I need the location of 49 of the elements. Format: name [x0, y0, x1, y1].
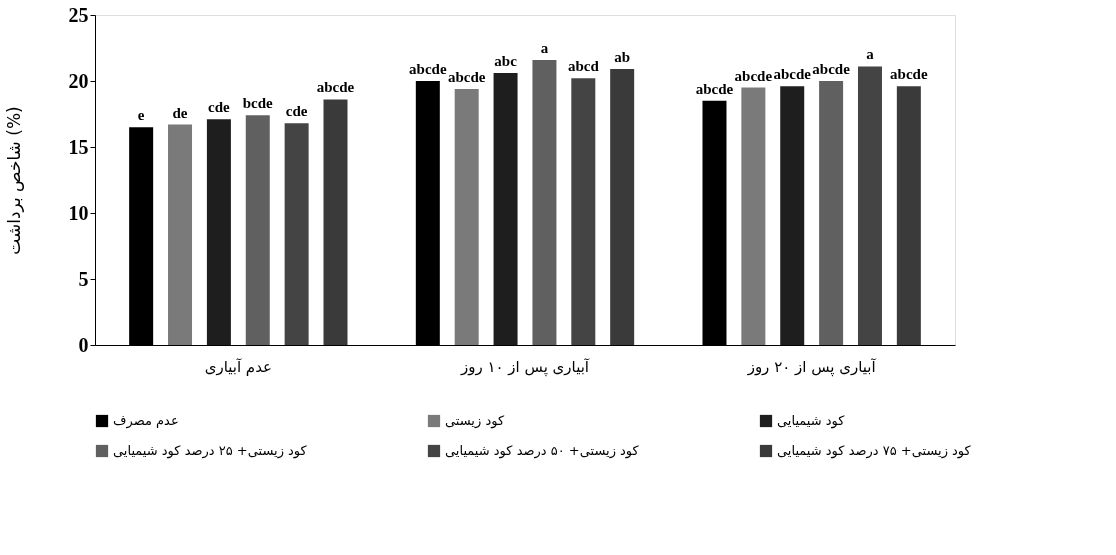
data-label: abcde [409, 61, 447, 77]
y-tick-label: 20 [68, 69, 89, 92]
bar [610, 69, 635, 345]
legend-label: کود زیستی+ ۲۵ درصد کود شیمیایی [113, 443, 308, 459]
bar [323, 99, 348, 345]
y-tick-label: 15 [68, 135, 89, 158]
y-tick-label: 25 [68, 3, 89, 26]
bar [819, 81, 844, 345]
data-label: a [866, 46, 875, 63]
legend-label: کود زیستی+ ۷۵ درصد کود شیمیایی [777, 443, 972, 459]
bar [532, 59, 557, 345]
data-label: cde [285, 103, 308, 120]
data-label: cde [208, 99, 231, 116]
legend-label: عدم مصرف [113, 413, 179, 429]
bar [168, 124, 193, 345]
data-label: abcde [316, 79, 355, 96]
legend-label: کود شیمیایی [777, 413, 846, 429]
bar [493, 73, 518, 345]
bar [284, 123, 309, 345]
data-label: abcde [812, 61, 851, 77]
y-tick-label: 10 [68, 201, 89, 224]
y-axis-title: شاخص برداشت (%) [3, 106, 24, 255]
data-label: abcde [890, 66, 928, 83]
bar [245, 115, 270, 345]
x-tick-label: آبیاری پس از ۲۰ روز [746, 357, 877, 377]
data-label: abc [494, 53, 518, 70]
legend-label: کود زیستی [445, 413, 505, 429]
y-tick-label: 5 [78, 267, 89, 290]
data-label: abcd [567, 58, 600, 75]
data-label: e [137, 107, 145, 124]
bar [206, 119, 231, 345]
y-tick-label: 0 [78, 333, 89, 356]
data-label: abcde [695, 80, 734, 97]
data-label: abcde [734, 67, 773, 84]
bar [454, 88, 479, 345]
bar [780, 86, 805, 345]
data-label: abcde [773, 66, 812, 83]
data-label: abcde [447, 68, 486, 85]
x-tick-label: آبیاری پس از ۱۰ روز [459, 357, 590, 377]
data-label: de [172, 104, 188, 121]
bar [857, 66, 882, 345]
data-label: a [540, 39, 549, 56]
bar [741, 87, 766, 345]
bar [571, 78, 596, 345]
data-label: ab [614, 49, 631, 66]
bar [896, 86, 921, 345]
data-label: bcde [242, 95, 274, 112]
legend-label: کود زیستی+ ۵۰ درصد کود شیمیایی [445, 443, 640, 459]
x-tick-label: عدم آبیاری [204, 357, 272, 376]
